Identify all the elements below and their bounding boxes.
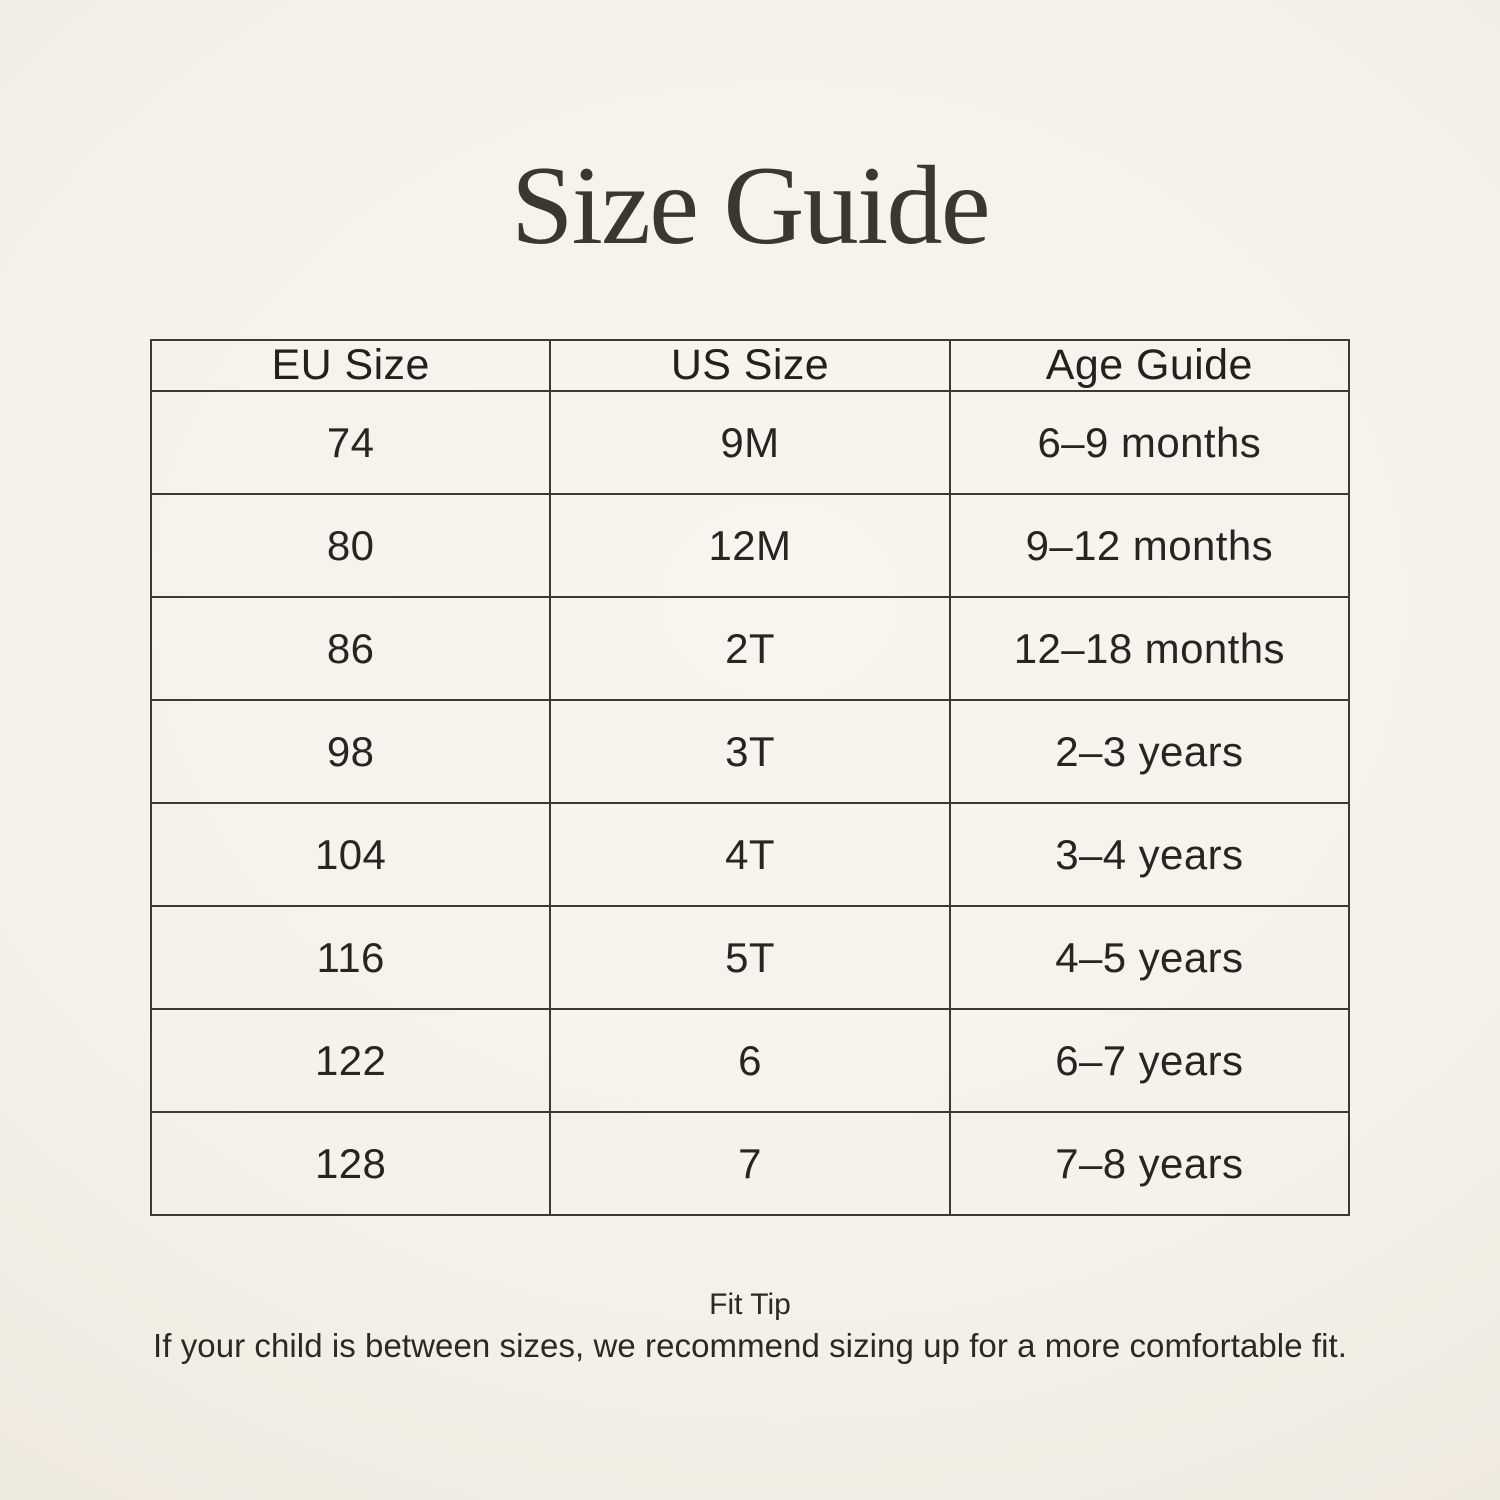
- column-header-us-size: US Size: [549, 339, 951, 392]
- cell-eu-size: 122: [149, 1008, 552, 1113]
- cell-eu-size: 86: [149, 596, 552, 701]
- cell-us-size: 4T: [549, 802, 951, 907]
- size-table-body: 74 9M 6–9 months 80 12M 9–12 months 86 2T 12–18 …: [149, 390, 1351, 1216]
- cell-eu-size: 74: [149, 390, 552, 495]
- table-row: 122 6 6–7 years: [149, 1008, 1351, 1113]
- cell-us-size: 6: [549, 1008, 951, 1113]
- cell-us-size: 3T: [549, 699, 951, 804]
- size-guide-table: EU Size US Size Age Guide 74 9M 6–9 months 80…: [149, 339, 1351, 1216]
- table-row: 116 5T 4–5 years: [149, 905, 1351, 1010]
- cell-age-guide: 6–7 years: [948, 1008, 1351, 1113]
- cell-eu-size: 98: [149, 699, 552, 804]
- cell-age-guide: 9–12 months: [948, 493, 1351, 598]
- cell-age-guide: 3–4 years: [948, 802, 1351, 907]
- cell-us-size: 5T: [549, 905, 951, 1010]
- cell-age-guide: 2–3 years: [948, 699, 1351, 804]
- cell-eu-size: 128: [149, 1111, 552, 1216]
- column-header-eu-size: EU Size: [149, 339, 552, 392]
- cell-age-guide: 7–8 years: [948, 1111, 1351, 1216]
- column-header-age-guide: Age Guide: [948, 339, 1351, 392]
- cell-eu-size: 104: [149, 802, 552, 907]
- cell-age-guide: 6–9 months: [948, 390, 1351, 495]
- cell-us-size: 9M: [549, 390, 951, 495]
- table-row: 80 12M 9–12 months: [149, 493, 1351, 598]
- table-row: 128 7 7–8 years: [149, 1111, 1351, 1216]
- cell-us-size: 2T: [549, 596, 951, 701]
- table-row: 104 4T 3–4 years: [149, 802, 1351, 907]
- cell-us-size: 7: [549, 1111, 951, 1216]
- cell-age-guide: 12–18 months: [948, 596, 1351, 701]
- cell-age-guide: 4–5 years: [948, 905, 1351, 1010]
- header-row: EU Size US Size Age Guide: [149, 339, 1351, 392]
- cell-us-size: 12M: [549, 493, 951, 598]
- cell-eu-size: 116: [149, 905, 552, 1010]
- fit-tip-title: Fit Tip: [709, 1288, 791, 1321]
- cell-eu-size: 80: [149, 493, 552, 598]
- table-row: 98 3T 2–3 years: [149, 699, 1351, 804]
- page-title: Size Guide: [511, 144, 990, 268]
- table-row: 74 9M 6–9 months: [149, 390, 1351, 495]
- table-row: 86 2T 12–18 months: [149, 596, 1351, 701]
- size-table-header: EU Size US Size Age Guide: [149, 339, 1351, 392]
- fit-tip-text: If your child is between sizes, we recom…: [153, 1327, 1347, 1364]
